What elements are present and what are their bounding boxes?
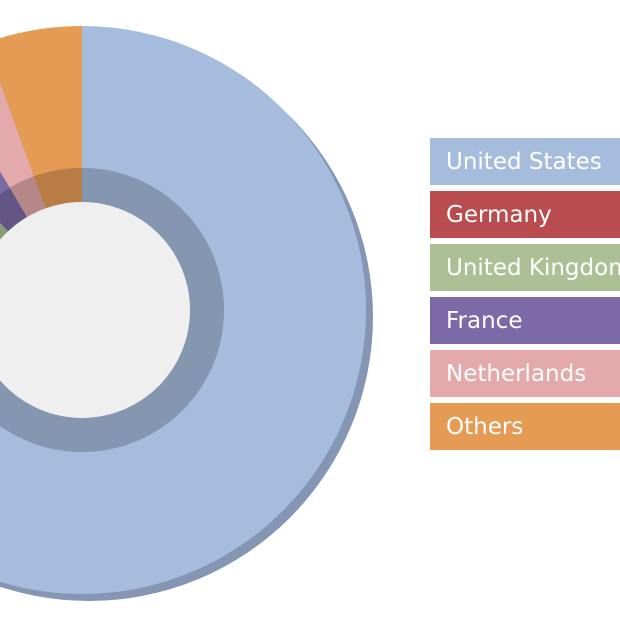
- legend-label: Others: [446, 413, 524, 440]
- donut-hole: [0, 202, 190, 418]
- legend-label: Germany: [446, 201, 552, 228]
- legend-label: United Kingdom: [446, 254, 620, 281]
- slice-united-states: [0, 26, 366, 594]
- slice-france: [0, 171, 10, 195]
- legend-label: France: [446, 307, 523, 334]
- legend-label: United States: [446, 148, 602, 175]
- legend-item-united-states: United States: [430, 138, 620, 185]
- legend-item-france: France: [430, 297, 620, 344]
- slice-inner-netherlands: [9, 176, 46, 218]
- slice-inner-others: [33, 168, 82, 209]
- slice-netherlands: [0, 82, 34, 188]
- legend-label: Netherlands: [446, 360, 587, 387]
- slice-others: [0, 26, 82, 177]
- legend-item-germany: Germany: [430, 191, 620, 238]
- legend: United States Germany United Kingdom Fra…: [430, 138, 620, 456]
- legend-item-united-kingdom: United Kingdom: [430, 244, 620, 291]
- slice-inner-france: [0, 187, 28, 232]
- slice-inner-united-kingdom: [0, 222, 9, 240]
- legend-item-netherlands: Netherlands: [430, 350, 620, 397]
- slice-inner-united-states: [0, 168, 224, 452]
- legend-item-others: Others: [430, 403, 620, 450]
